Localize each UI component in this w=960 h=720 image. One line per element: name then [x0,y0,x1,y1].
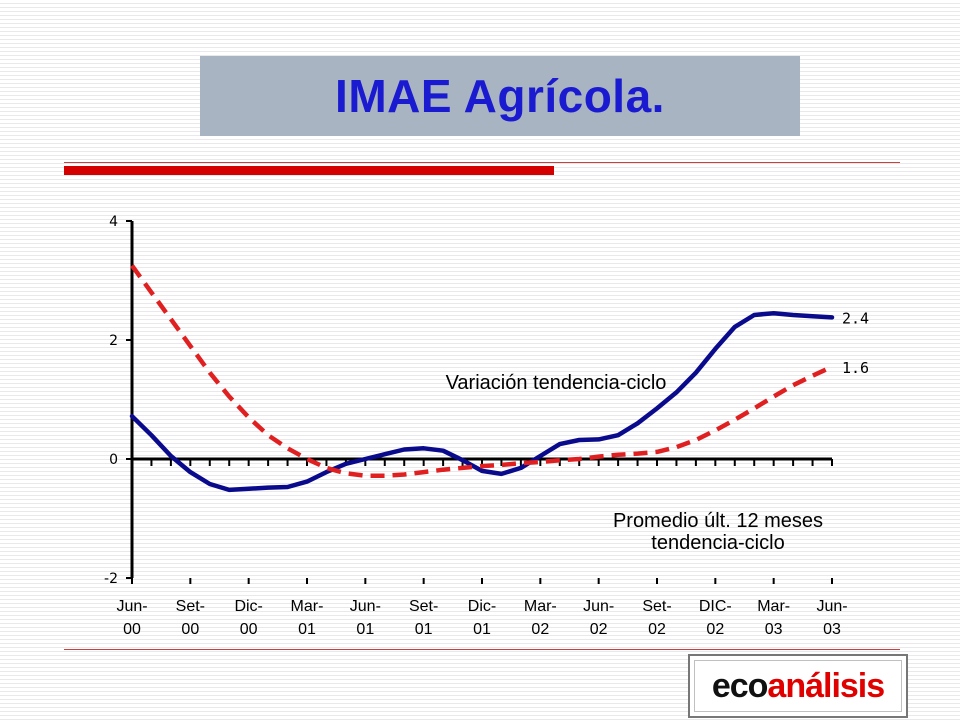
x-tick-label: Set- [642,598,671,615]
x-tick-label: Jun- [116,598,147,615]
x-tick-label: Jun- [816,598,847,615]
page-title: IMAE Agrícola. [335,70,665,122]
x-tick-label: Mar- [524,598,557,615]
x-tick-label: Dic- [234,598,262,615]
divider-bottom [64,649,900,650]
x-tick-label: Set- [176,598,205,615]
x-tick-label: 01 [356,621,374,638]
y-tick-label: 0 [109,452,118,468]
x-tick-label: 03 [823,621,841,638]
x-tick-label: 02 [648,621,666,638]
x-tick-label: 01 [473,621,491,638]
x-tick-label: 03 [765,621,783,638]
end-label-promedio: 1.6 [842,359,869,377]
title-banner: IMAE Agrícola. [200,56,800,136]
logo-text-eco: eco [711,666,769,705]
divider-top [64,162,900,163]
annotation-variacion: Variación tendencia-ciclo [446,372,667,394]
annotation-promedio-line2: tendencia-ciclo [651,532,784,554]
x-tick-label: 00 [123,621,141,638]
x-tick-label: DIC- [699,598,732,615]
logo-text-analisis: análisis [767,666,885,705]
y-tick-label: 4 [109,214,118,230]
y-tick-label: -2 [104,571,118,587]
y-tick-label: 2 [109,333,118,349]
annotation-promedio-line1: Promedio últ. 12 meses [613,510,823,532]
accent-bar [64,166,554,175]
x-tick-label: 02 [590,621,608,638]
x-tick-label: Dic- [468,598,496,615]
x-tick-label: Set- [409,598,438,615]
x-tick-label: Jun- [350,598,381,615]
x-tick-label: 00 [240,621,258,638]
x-tick-label: 01 [298,621,316,638]
x-tick-label: Mar- [291,598,324,615]
x-tick-label: 02 [706,621,724,638]
end-label-variacion: 2.4 [842,309,869,327]
series-line-promedio [130,264,833,478]
series-line-variacion [129,310,835,493]
x-tick-label: Mar- [757,598,790,615]
x-tick-label: 00 [181,621,199,638]
x-tick-label: 02 [531,621,549,638]
ecoanalisis-logo: eco análisis [688,654,908,718]
x-tick-label: 01 [415,621,433,638]
x-tick-label: Jun- [583,598,614,615]
